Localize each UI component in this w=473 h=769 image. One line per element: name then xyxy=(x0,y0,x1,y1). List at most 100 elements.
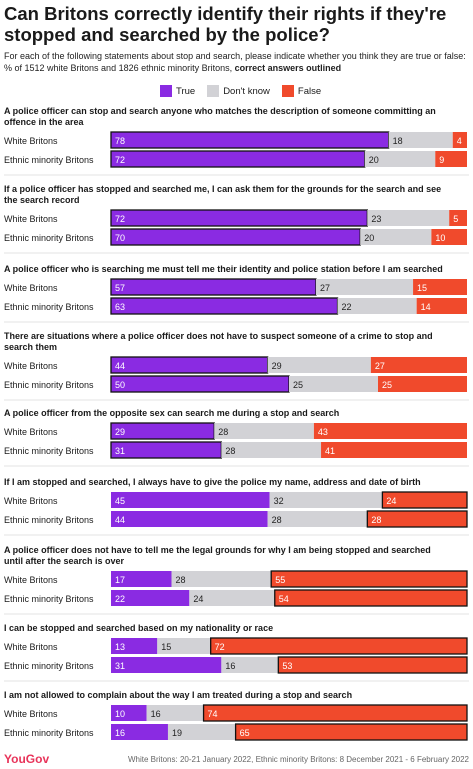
data-label: 53 xyxy=(282,661,292,671)
bar-segment-false xyxy=(370,357,467,373)
question-text: A police officer who is searching me mus… xyxy=(4,264,443,274)
data-label: 45 xyxy=(115,496,125,506)
bar-segment-false xyxy=(431,229,467,245)
bar-segment-true xyxy=(110,422,215,440)
bar-segment-dont-know xyxy=(388,132,453,148)
chart-title: Can Britons correctly identify their rig… xyxy=(4,3,447,45)
bar-segment-dont-know xyxy=(221,442,322,458)
bar-segment-dont-know xyxy=(364,151,436,167)
question-text: search them xyxy=(4,342,57,352)
data-label: 13 xyxy=(115,642,125,652)
data-label: 41 xyxy=(325,446,335,456)
bar-segment-true xyxy=(110,278,317,296)
legend-swatch-false xyxy=(281,85,294,97)
data-label: 43 xyxy=(318,427,328,437)
bar-segment-true xyxy=(111,492,270,508)
bar-segment-false xyxy=(210,637,468,655)
bar-segment-true xyxy=(111,724,168,740)
bar-segment-false xyxy=(313,423,467,439)
bar-segment-true xyxy=(110,441,223,459)
bar-segment-true xyxy=(110,375,290,393)
row-label: White Britons xyxy=(4,361,58,371)
bar-segment-false xyxy=(202,704,468,722)
data-label: 20 xyxy=(364,233,374,243)
bar-segment-true xyxy=(110,131,390,149)
bar-segment-dont-know xyxy=(360,229,432,245)
row-label: Ethnic minority Britons xyxy=(4,728,94,738)
row-label: Ethnic minority Britons xyxy=(4,661,94,671)
data-label: 50 xyxy=(115,380,125,390)
data-label: 16 xyxy=(151,709,161,719)
yougov-logo: YouGov xyxy=(4,752,50,766)
subtitle-bold: correct answers outlined xyxy=(234,63,342,73)
legend-item-true: True xyxy=(160,85,195,97)
bar-segment-true xyxy=(111,705,147,721)
data-label: 28 xyxy=(272,515,282,525)
data-label: 65 xyxy=(240,728,250,738)
bar-segment-false xyxy=(416,298,467,314)
legend-label-true: True xyxy=(176,85,196,97)
data-label: 24 xyxy=(193,594,203,604)
bar-segment-dont-know xyxy=(267,511,368,527)
data-label: 29 xyxy=(115,427,125,437)
data-label: 19 xyxy=(172,728,182,738)
data-label: 16 xyxy=(225,661,235,671)
data-label: 57 xyxy=(115,283,125,293)
data-label: 31 xyxy=(115,446,125,456)
legend-label-dont-know: Don't know xyxy=(223,85,270,97)
row-label: White Britons xyxy=(4,136,58,146)
data-label: 28 xyxy=(176,575,186,585)
question-text: I can be stopped and searched based on m… xyxy=(4,623,273,633)
data-label: 15 xyxy=(417,283,427,293)
data-label: 32 xyxy=(274,496,284,506)
bar-segment-true xyxy=(111,590,190,606)
bar-segment-false xyxy=(381,491,468,509)
question-text: until after the search is over xyxy=(4,556,125,566)
data-label: 31 xyxy=(115,661,125,671)
bar-segment-dont-know xyxy=(167,724,236,740)
data-label: 25 xyxy=(293,380,303,390)
question-text: offence in the area xyxy=(4,117,85,127)
bar-segment-false xyxy=(321,442,467,458)
bar-segment-true xyxy=(111,511,268,527)
row-label: White Britons xyxy=(4,575,58,585)
bar-segment-dont-know xyxy=(171,571,272,587)
legend-swatch-dont-know xyxy=(207,85,220,97)
question-text: If I am stopped and searched, I always h… xyxy=(4,477,421,487)
row-label: Ethnic minority Britons xyxy=(4,594,94,604)
data-label: 22 xyxy=(342,302,352,312)
row-label: White Britons xyxy=(4,283,58,293)
data-label: 18 xyxy=(393,136,403,146)
bar-segment-dont-know xyxy=(214,423,314,439)
data-label: 4 xyxy=(457,136,462,146)
legend-item-false: False xyxy=(281,85,322,97)
bar-segment-dont-know xyxy=(269,492,383,508)
bar-segment-dont-know xyxy=(221,657,279,673)
data-label: 23 xyxy=(371,214,381,224)
bar-segment-false xyxy=(435,151,467,167)
row-label: Ethnic minority Britons xyxy=(4,446,94,456)
bar-segment-false xyxy=(449,210,467,226)
data-label: 5 xyxy=(453,214,458,224)
data-label: 16 xyxy=(115,728,125,738)
data-label: 14 xyxy=(421,302,431,312)
bar-segment-false xyxy=(274,589,468,607)
row-label: Ethnic minority Britons xyxy=(4,233,94,243)
bar-segment-dont-know xyxy=(315,279,414,295)
bar-segment-dont-know xyxy=(337,298,417,314)
data-label: 28 xyxy=(218,427,228,437)
data-label: 28 xyxy=(371,515,381,525)
data-label: 44 xyxy=(115,515,125,525)
bar-segment-dont-know xyxy=(157,638,211,654)
question-text: I am not allowed to complain about the w… xyxy=(4,690,352,700)
bar-segment-dont-know xyxy=(146,705,204,721)
data-label: 28 xyxy=(225,446,235,456)
data-label: 70 xyxy=(115,233,125,243)
legend-label-false: False xyxy=(297,85,322,97)
bar-segment-dont-know xyxy=(367,210,450,226)
bar-segment-true xyxy=(110,356,269,374)
data-label: 63 xyxy=(115,302,125,312)
data-label: 29 xyxy=(272,361,282,371)
data-label: 78 xyxy=(115,136,125,146)
bar-segment-false xyxy=(378,376,467,392)
